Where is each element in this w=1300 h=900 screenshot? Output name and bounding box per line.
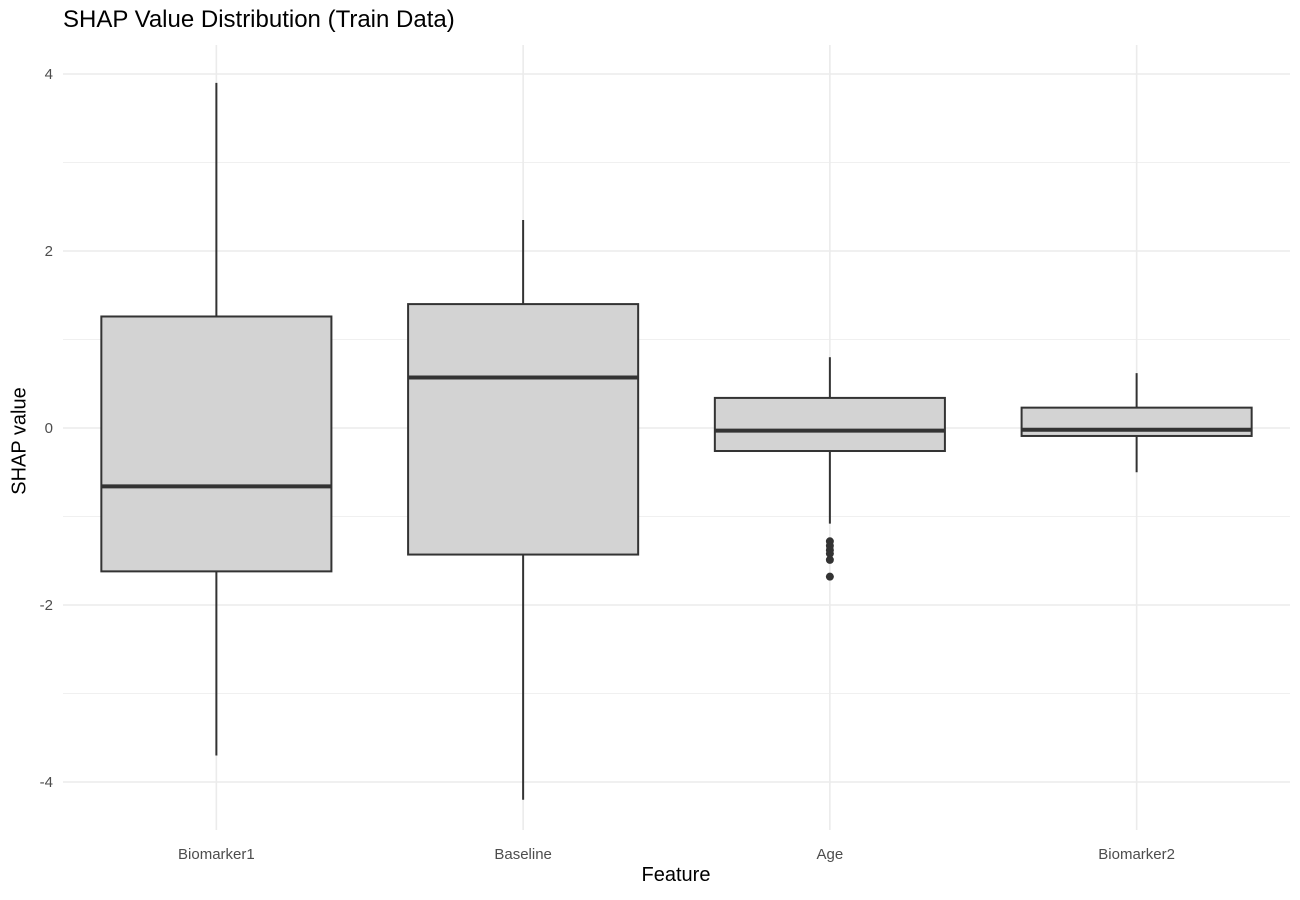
y-tick-label: -2 bbox=[40, 597, 53, 614]
y-tick-label: -4 bbox=[40, 774, 53, 791]
y-tick-label: 2 bbox=[45, 243, 53, 260]
x-tick-label: Age bbox=[817, 846, 844, 863]
y-tick-label: 4 bbox=[45, 66, 53, 83]
outlier-point bbox=[825, 572, 834, 581]
box-series bbox=[100, 82, 1253, 800]
x-tick-label: Baseline bbox=[494, 846, 552, 863]
y-tick-label: 0 bbox=[45, 420, 53, 437]
outlier-point bbox=[825, 549, 834, 558]
iqr-box bbox=[713, 396, 946, 453]
box-biomarker1 bbox=[100, 82, 333, 756]
box-baseline bbox=[407, 220, 640, 800]
x-tick-labels: Biomarker1 Baseline Age Biomarker2 bbox=[178, 846, 1175, 863]
iqr-box bbox=[100, 315, 333, 573]
chart-title: SHAP Value Distribution (Train Data) bbox=[63, 6, 455, 33]
x-tick-label: Biomarker1 bbox=[178, 846, 255, 863]
x-tick-label: Biomarker2 bbox=[1098, 846, 1175, 863]
box-biomarker2 bbox=[1020, 373, 1253, 473]
iqr-box bbox=[407, 303, 640, 556]
outlier-point bbox=[825, 555, 834, 564]
y-tick-labels: -4 -2 0 2 4 bbox=[40, 66, 53, 791]
y-axis-title: SHAP value bbox=[8, 387, 31, 495]
x-axis-title: Feature bbox=[641, 864, 711, 886]
box-age bbox=[713, 357, 946, 581]
